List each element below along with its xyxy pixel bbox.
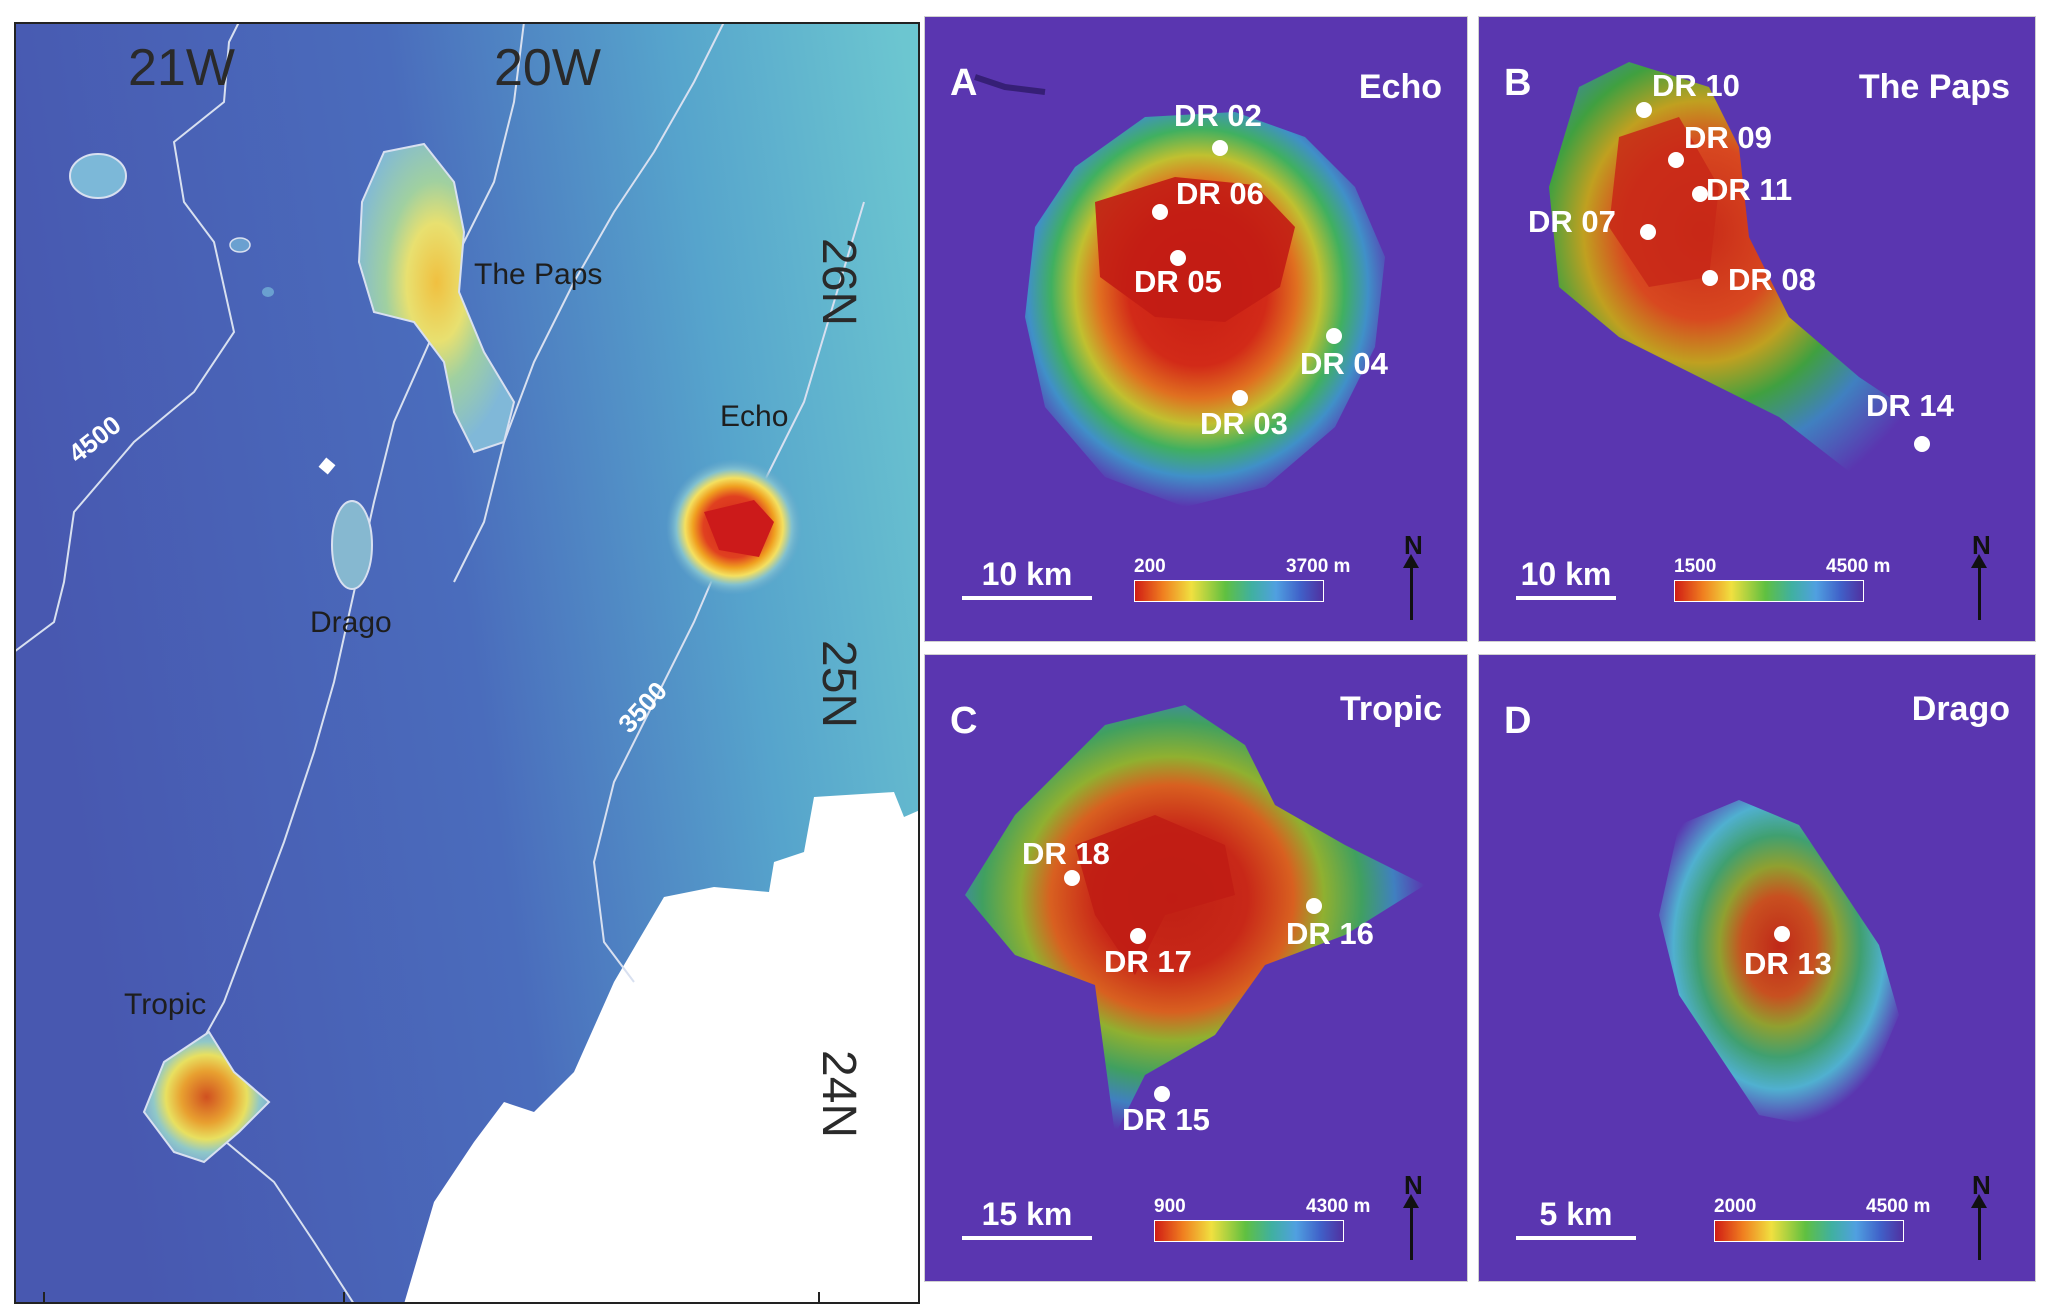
panel-title-2: Tropic: [1339, 690, 1442, 728]
contour-3500: [592, 201, 865, 983]
scale-bar-label: 10 km: [981, 556, 1073, 592]
drago-overview: [331, 500, 373, 590]
north-label: N: [1404, 1170, 1423, 1200]
colorbar-max-label: 4300 m: [1306, 1196, 1371, 1217]
sample-label: DR 18: [1022, 836, 1110, 871]
lon-label-21w: 21W: [128, 39, 235, 97]
sample-marker: [1064, 870, 1080, 886]
depth-colorbar: [1154, 1220, 1344, 1242]
north-label: N: [1404, 530, 1423, 560]
sample-marker: [1212, 140, 1228, 156]
north-arrow-icon: [1978, 1200, 1981, 1260]
sample-label: DR 16: [1286, 916, 1374, 951]
sample-marker: [1636, 102, 1652, 118]
panel-letter-d: D: [1504, 700, 1532, 742]
tropic-overview: [142, 1030, 271, 1164]
scale-bar-label: 15 km: [981, 1196, 1073, 1232]
sample-label: DR 11: [1706, 172, 1793, 207]
label-echo: Echo: [720, 400, 789, 433]
north-arrowhead-icon: [1403, 554, 1419, 568]
sample-marker: [1668, 152, 1684, 168]
north-arrow-icon: [1410, 560, 1413, 620]
north-arrow-icon: [1978, 560, 1981, 620]
sample-label: DR 13: [1744, 946, 1832, 981]
sample-marker: [1170, 250, 1186, 266]
scale-bar: [962, 1236, 1092, 1240]
panel-letter-a: A: [950, 62, 978, 104]
north-arrowhead-icon: [1971, 1194, 1987, 1208]
sample-label: DR 04: [1300, 346, 1388, 381]
colorbar-min-label: 900: [1154, 1196, 1186, 1217]
panel-letter-b: B: [1504, 62, 1532, 104]
colorbar-min-label: 200: [1134, 556, 1166, 577]
panel-d-drago: [1478, 654, 2036, 1282]
sample-marker: [1692, 186, 1708, 202]
lat-label-26n: 26N: [812, 238, 865, 327]
panel-letter-c: C: [950, 700, 978, 742]
sample-label: DR 07: [1528, 204, 1616, 239]
panel-a-echo: [924, 16, 1468, 642]
lat-label-24n: 24N: [812, 1050, 865, 1139]
north-arrow-icon: [1410, 1200, 1413, 1260]
sample-label: DR 05: [1134, 264, 1222, 299]
panel-c-tropic: [924, 654, 1468, 1282]
sample-marker: [1154, 1086, 1170, 1102]
depth-colorbar: [1134, 580, 1324, 602]
label-drago: Drago: [310, 606, 392, 639]
colorbar-max-label: 3700 m: [1286, 556, 1351, 577]
north-arrowhead-icon: [1971, 554, 1987, 568]
sample-label: DR 10: [1652, 68, 1740, 103]
scale-bar-label: 10 km: [1520, 556, 1612, 592]
sample-marker: [1232, 390, 1248, 406]
depth-colorbar: [1674, 580, 1864, 602]
sample-marker: [1914, 436, 1930, 452]
sample-marker: [1774, 926, 1790, 942]
colorbar-min-label: 1500: [1674, 556, 1717, 577]
sample-marker: [1130, 928, 1146, 944]
north-arrowhead-icon: [1403, 1194, 1419, 1208]
label-the-paps: The Paps: [474, 258, 603, 291]
panel-title-3: Drago: [1911, 690, 2010, 728]
north-label: N: [1972, 530, 1991, 560]
sample-label: DR 17: [1104, 944, 1192, 979]
scale-bar-label: 5 km: [1539, 1196, 1613, 1232]
colorbar-max-label: 4500 m: [1826, 556, 1891, 577]
scale-bar: [962, 596, 1092, 600]
sample-marker: [1152, 204, 1168, 220]
sample-marker: [1326, 328, 1342, 344]
colorbar-min-label: 2000: [1714, 1196, 1757, 1217]
panel-title-1: The Paps: [1858, 68, 2010, 106]
lon-label-20w: 20W: [494, 39, 601, 97]
sample-label: DR 15: [1122, 1102, 1210, 1137]
sample-marker: [1702, 270, 1718, 286]
sample-label: DR 08: [1728, 262, 1816, 297]
overview-map: [14, 22, 920, 1304]
colorbar-max-label: 4500 m: [1866, 1196, 1931, 1217]
scale-bar: [1516, 1236, 1636, 1240]
panel-title-0: Echo: [1358, 68, 1442, 106]
label-tropic: Tropic: [124, 988, 207, 1021]
sample-label: DR 09: [1684, 120, 1772, 155]
contour-4500: [14, 22, 240, 653]
sample-label: DR 06: [1176, 176, 1264, 211]
the-paps-overview: [357, 142, 516, 454]
sample-label: DR 03: [1200, 406, 1288, 441]
depth-colorbar: [1714, 1220, 1904, 1242]
panel-b-the-paps: [1478, 16, 2036, 642]
scale-bar: [1516, 596, 1616, 600]
lat-label-25n: 25N: [812, 640, 865, 729]
sample-label: DR 02: [1174, 98, 1262, 133]
sample-label: DR 14: [1866, 388, 1954, 423]
sample-marker: [1640, 224, 1656, 240]
north-label: N: [1972, 1170, 1991, 1200]
sample-marker: [1306, 898, 1322, 914]
